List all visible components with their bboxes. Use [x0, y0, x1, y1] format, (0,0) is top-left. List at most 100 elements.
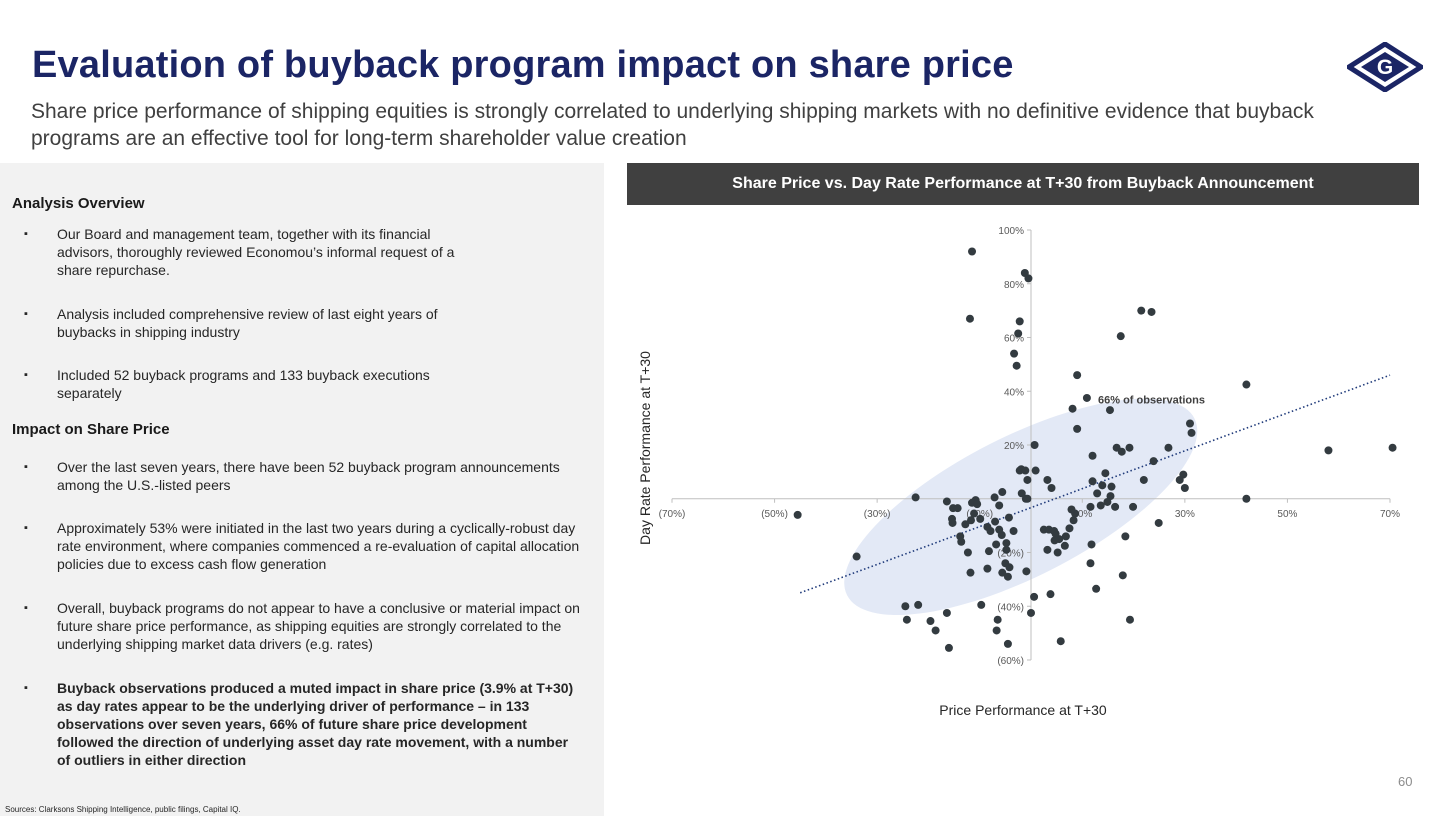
- data-point: [926, 617, 935, 626]
- data-point: [1060, 541, 1069, 550]
- data-point: [1027, 608, 1035, 617]
- bullet-marker: ▪: [24, 682, 28, 694]
- data-point: [1118, 571, 1127, 580]
- data-point: [992, 626, 1001, 635]
- data-point: [1093, 489, 1102, 498]
- data-point: [1147, 307, 1156, 316]
- data-point: [1030, 592, 1039, 601]
- data-point: [1098, 481, 1107, 490]
- data-point: [1010, 349, 1019, 358]
- data-point: [944, 643, 953, 652]
- x-tick-label: (50%): [761, 509, 788, 520]
- overview-bullet: ▪ Our Board and management team, togethe…: [24, 225, 584, 279]
- data-point: [1002, 539, 1011, 548]
- data-point: [1154, 518, 1163, 527]
- bullet-marker: ▪: [24, 308, 28, 320]
- impact-bullet-highlight: ▪ Buyback observations produced a muted …: [24, 679, 584, 769]
- data-point: [992, 540, 1001, 549]
- data-point: [1022, 567, 1031, 576]
- analysis-overview-heading: Analysis Overview: [12, 195, 145, 212]
- data-point: [1024, 274, 1033, 283]
- data-point: [1043, 475, 1052, 484]
- page-subtitle: Share price performance of shipping equi…: [31, 100, 1314, 150]
- data-point: [998, 568, 1007, 577]
- data-point: [1101, 469, 1110, 478]
- data-point: [1388, 443, 1397, 452]
- x-axis-title: Price Performance at T+30: [939, 702, 1107, 718]
- bullet-marker: ▪: [24, 228, 28, 240]
- chart-title: Share Price vs. Day Rate Performance at …: [627, 163, 1419, 205]
- data-point: [961, 520, 970, 529]
- data-point: [1185, 419, 1194, 428]
- data-point: [1046, 590, 1055, 599]
- sources-footnote: Sources: Clarksons Shipping Intelligence…: [5, 805, 241, 814]
- data-point: [1056, 637, 1065, 646]
- data-point: [1002, 545, 1011, 554]
- data-point: [1023, 475, 1032, 484]
- bullet-marker: ▪: [24, 369, 28, 381]
- impact-bullet: ▪ Approximately 53% were initiated in th…: [24, 519, 584, 573]
- data-point: [1073, 424, 1082, 433]
- data-point: [1086, 502, 1095, 511]
- data-point: [931, 626, 940, 635]
- impact-bullet: ▪ Overall, buyback programs do not appea…: [24, 599, 584, 653]
- y-tick-label: 80%: [1004, 280, 1024, 291]
- impact-on-share-price-heading: Impact on Share Price: [12, 421, 170, 438]
- data-point: [984, 547, 993, 556]
- x-tick-label: 50%: [1277, 509, 1297, 520]
- data-point: [1242, 380, 1251, 389]
- data-point: [1164, 443, 1173, 452]
- data-point: [993, 615, 1002, 624]
- data-point: [1125, 443, 1134, 452]
- data-point: [1117, 447, 1126, 456]
- data-point: [1137, 306, 1146, 315]
- data-point: [1116, 332, 1125, 341]
- data-point: [1068, 404, 1077, 413]
- y-axis-title: Day Rate Performance at T+30: [637, 351, 653, 545]
- data-point: [966, 568, 975, 577]
- bullet-marker: ▪: [24, 461, 28, 473]
- data-point: [911, 493, 920, 502]
- x-tick-label: 70%: [1380, 509, 1400, 520]
- data-point: [963, 548, 972, 557]
- data-point: [1061, 532, 1070, 541]
- data-point: [1139, 475, 1148, 484]
- data-point: [1106, 492, 1115, 501]
- data-point: [902, 615, 911, 624]
- x-tick-label: (30%): [864, 509, 891, 520]
- overview-bullet: ▪ Included 52 buyback programs and 133 b…: [24, 366, 584, 402]
- x-tick-label: (70%): [659, 509, 686, 520]
- logo-diamond-inner: [1361, 52, 1409, 82]
- data-point: [968, 247, 977, 256]
- logo-letter: G: [1377, 56, 1393, 79]
- data-point: [914, 600, 923, 609]
- data-point: [1053, 548, 1062, 557]
- data-point: [1005, 563, 1014, 572]
- data-point: [973, 500, 982, 509]
- data-point: [1180, 484, 1189, 492]
- ellipse-annotation: 66% of observations: [1098, 394, 1205, 406]
- data-point: [976, 514, 985, 523]
- data-point: [1121, 532, 1130, 541]
- y-tick-label: 40%: [1004, 387, 1024, 398]
- x-tick-label: 10%: [1072, 509, 1092, 520]
- data-point: [970, 509, 979, 518]
- scatter-chart: (70%) (50%) (30%) (10%) 10% 30% 50% 70% (60%) (40…: [637, 226, 1400, 718]
- data-point: [995, 525, 1004, 534]
- data-point: [793, 510, 802, 519]
- data-point: [1125, 615, 1134, 624]
- overview-bullet-text: Analysis included comprehensive review o…: [57, 306, 438, 340]
- data-point: [1242, 494, 1251, 503]
- data-point: [1050, 536, 1059, 545]
- data-point: [1107, 482, 1116, 491]
- company-logo: G: [1347, 42, 1423, 92]
- impact-bullet-text: Overall, buyback programs do not appear …: [57, 600, 580, 652]
- data-point: [1073, 371, 1082, 380]
- logo-diamond-outer: [1347, 42, 1423, 92]
- data-point: [965, 314, 974, 323]
- data-point: [1067, 505, 1076, 514]
- data-point: [990, 493, 999, 502]
- data-point: [949, 504, 958, 513]
- analysis-panel: [0, 163, 604, 816]
- data-point: [1030, 441, 1039, 449]
